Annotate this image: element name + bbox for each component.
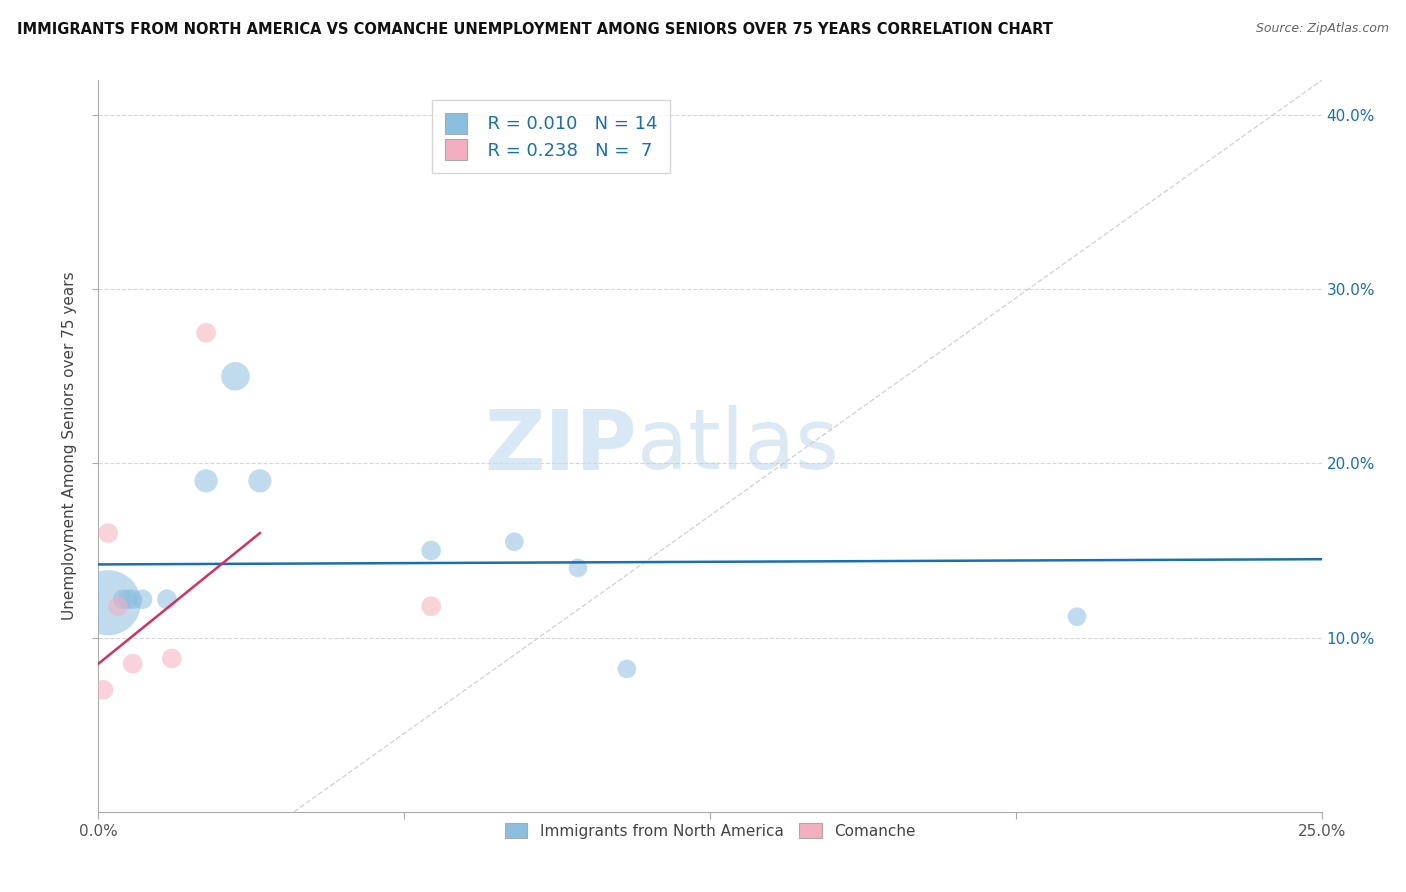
Point [249, 474, 271, 488]
Point [91, 682, 114, 697]
Point [195, 326, 218, 340]
Text: Source: ZipAtlas.com: Source: ZipAtlas.com [1256, 22, 1389, 36]
Y-axis label: Unemployment Among Seniors over 75 years: Unemployment Among Seniors over 75 years [62, 272, 77, 620]
Point [420, 543, 443, 558]
Text: ZIP: ZIP [484, 406, 637, 486]
Point [111, 592, 134, 607]
Point [121, 592, 143, 607]
Point [616, 662, 638, 676]
Point [97, 596, 120, 610]
Legend: Immigrants from North America, Comanche: Immigrants from North America, Comanche [495, 814, 925, 848]
Point [1066, 609, 1088, 624]
Point [195, 474, 218, 488]
Point [224, 369, 246, 384]
Point [503, 534, 526, 549]
Point [117, 592, 139, 607]
Point [420, 599, 443, 614]
Point [156, 592, 179, 607]
Point [107, 599, 129, 614]
Point [160, 651, 183, 665]
Point [97, 526, 120, 541]
Text: IMMIGRANTS FROM NORTH AMERICA VS COMANCHE UNEMPLOYMENT AMONG SENIORS OVER 75 YEA: IMMIGRANTS FROM NORTH AMERICA VS COMANCH… [17, 22, 1053, 37]
Point [567, 561, 589, 575]
Text: atlas: atlas [637, 406, 838, 486]
Point [121, 657, 143, 671]
Point [131, 592, 153, 607]
